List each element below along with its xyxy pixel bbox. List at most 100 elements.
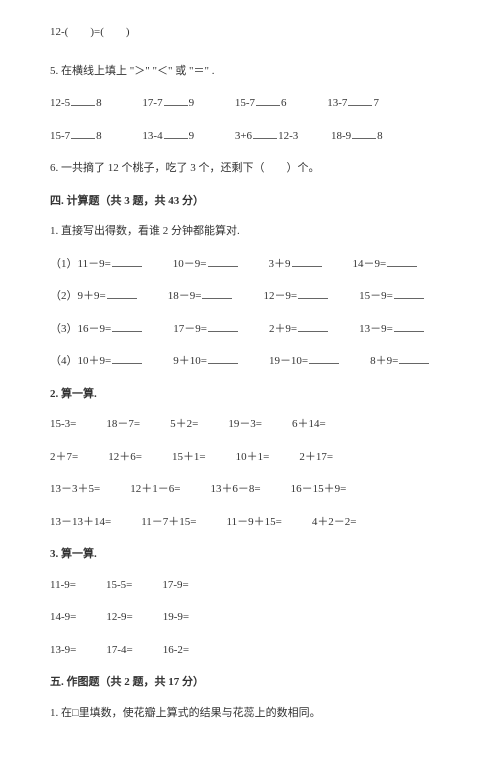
calc-row: 11-9=15-5=17-9= [50, 577, 450, 594]
blank [208, 256, 238, 267]
blank [202, 288, 232, 299]
expr: 18－7= [106, 418, 140, 430]
blank [399, 353, 429, 364]
blank [71, 95, 95, 106]
s4-q1-rows: （1）11－9=10－9=3＋914－9=（2）9＋9=18－9=12－9=15… [50, 256, 450, 370]
expr: 13-9= [50, 644, 76, 656]
val: 12-3 [278, 130, 298, 142]
blank [253, 128, 277, 139]
blank [394, 288, 424, 299]
row-label: （2） [50, 290, 78, 302]
val: 8 [96, 130, 102, 142]
expr: 16－15＋9= [291, 483, 347, 495]
section5-title: 五. 作图题（共 2 题，共 17 分） [50, 674, 450, 691]
blank [394, 321, 424, 332]
row-label: （3） [50, 323, 78, 335]
expr: 19－10= [269, 355, 308, 367]
expr: 11－9＋15= [227, 516, 282, 528]
blank [164, 95, 188, 106]
val: 9 [189, 97, 195, 109]
expr: 2＋17= [299, 451, 333, 463]
blank [164, 128, 188, 139]
s4-q3-title: 3. 算一算. [50, 546, 450, 563]
s4-q3-rows: 11-9=15-5=17-9= 14-9= 12-9= 19-9= 13-9= 17-4=… [50, 577, 450, 659]
expr: 13＋6－8= [210, 483, 260, 495]
blank [208, 321, 238, 332]
blank [112, 321, 142, 332]
blank [208, 353, 238, 364]
calc-row: 2＋7=12＋6=15＋1=10＋1=2＋17= [50, 449, 450, 466]
val: 6 [281, 97, 287, 109]
expr: 11-9= [50, 579, 76, 591]
q5-title: 5. 在横线上填上 "＞" "＜" 或 "＝" . [50, 63, 450, 80]
expr: 5＋2= [170, 418, 198, 430]
expr: 2＋9= [269, 323, 297, 335]
expr: 13－3＋5= [50, 483, 100, 495]
expr: 4＋2－2= [312, 516, 357, 528]
top-expression: 12-( )=( ) [50, 24, 450, 41]
expr: 19-9= [163, 611, 189, 623]
val: 8 [377, 130, 383, 142]
calc-row: 13－3＋5= 12＋1－6= 13＋6－8= 16－15＋9= [50, 481, 450, 498]
blank [256, 95, 280, 106]
calc-row: （1）11－9=10－9=3＋914－9= [50, 256, 450, 273]
blank [71, 128, 95, 139]
s4-q2-rows: 15-3=18－7=5＋2=19－3=6＋14=2＋7=12＋6=15＋1=10… [50, 416, 450, 530]
expr: 11－7＋15= [141, 516, 196, 528]
expr: 8＋9= [370, 355, 398, 367]
expr: 11－9= [78, 258, 111, 270]
q6: 6. 一共摘了 12 个桃子，吃了 3 个，还剩下（ ）个。 [50, 160, 450, 177]
val: 7 [373, 97, 379, 109]
calc-row: 14-9= 12-9= 19-9= [50, 609, 450, 626]
expr: 17-4= [106, 644, 132, 656]
calc-row: （2）9＋9=18－9=12－9=15－9= [50, 288, 450, 305]
s4-q1-title: 1. 直接写出得数，看谁 2 分钟都能算对. [50, 223, 450, 240]
expr: 10＋9= [78, 355, 112, 367]
expr: 10＋1= [236, 451, 270, 463]
blank [112, 256, 142, 267]
expr: 15-3= [50, 418, 76, 430]
blank [348, 95, 372, 106]
expr: 15-7 [235, 97, 255, 109]
q5-row1: 12-5 8 17-7 9 15-7 6 13-7 7 [50, 95, 450, 112]
expr: 17－9= [173, 323, 207, 335]
blank [298, 321, 328, 332]
expr: 3＋9 [269, 258, 291, 270]
expr: 17-7 [142, 97, 162, 109]
calc-row: 13-9=17-4=16-2= [50, 642, 450, 659]
expr: 13－13＋14= [50, 516, 111, 528]
expr: 18-9 [331, 130, 351, 142]
worksheet-page: 12-( )=( ) 5. 在横线上填上 "＞" "＜" 或 "＝" . 12-… [0, 0, 500, 761]
expr: 13-7 [327, 97, 347, 109]
expr: 13－9= [359, 323, 393, 335]
calc-row: 15-3=18－7=5＋2=19－3=6＋14= [50, 416, 450, 433]
section4-title: 四. 计算题（共 3 题，共 43 分） [50, 193, 450, 210]
expr: 3+6 [235, 130, 252, 142]
expr: 16－9= [78, 323, 112, 335]
blank [292, 256, 322, 267]
calc-row: 13－13＋14= 11－7＋15= 11－9＋15= 4＋2－2= [50, 514, 450, 531]
expr: 12＋6= [108, 451, 142, 463]
expr: 17-9= [162, 579, 188, 591]
expr: 19－3= [228, 418, 262, 430]
val: 9 [189, 130, 195, 142]
val: 8 [96, 97, 102, 109]
blank [387, 256, 417, 267]
expr: 14－9= [353, 258, 387, 270]
row-label: （4） [50, 355, 78, 367]
expr: 18－9= [168, 290, 202, 302]
calc-row: （4）10＋9= 9＋10= 19－10= 8＋9= [50, 353, 450, 370]
expr: 14-9= [50, 611, 76, 623]
q5-row2: 15-78 13-49 3+612-3 18-98 [50, 128, 450, 145]
expr: 12＋1－6= [130, 483, 180, 495]
expr: 9＋10= [173, 355, 207, 367]
blank [309, 353, 339, 364]
expr: 12－9= [263, 290, 297, 302]
calc-row: （3）16－9= 17－9= 2＋9= 13－9= [50, 321, 450, 338]
s4-q2-title: 2. 算一算. [50, 386, 450, 403]
expr: 12-5 [50, 97, 70, 109]
blank [298, 288, 328, 299]
expr: 9＋9= [78, 290, 106, 302]
expr: 12-9= [106, 611, 132, 623]
expr: 13-4 [142, 130, 162, 142]
